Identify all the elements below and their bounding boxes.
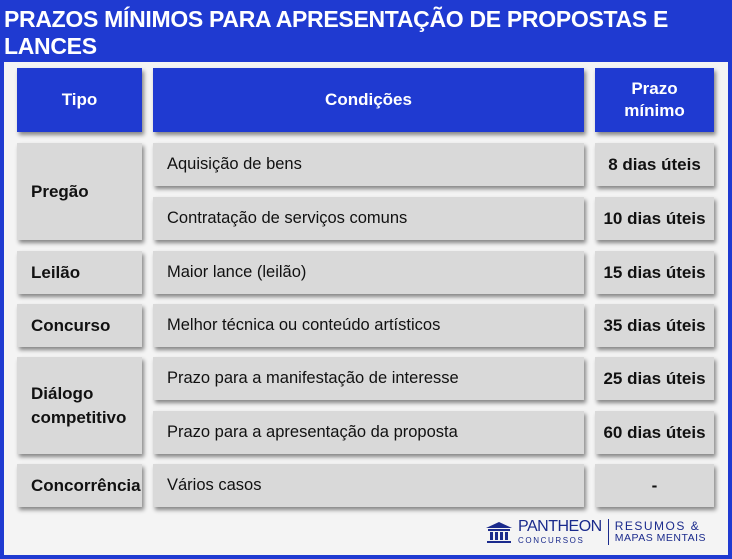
page-title: PRAZOS MÍNIMOS PARA APRESENTAÇÃO DE PROP… [4, 4, 728, 62]
tipo-dialogo-competitivo: Diálogo competitivo [17, 357, 142, 454]
condicao-manifestacao-interesse: Prazo para a manifestação de interesse [153, 357, 584, 400]
prazo-maior-lance: 15 dias úteis [595, 251, 714, 294]
tipo-concorrencia: Concorrência [17, 464, 142, 507]
condicao-melhor-tecnica: Melhor técnica ou conteúdo artísticos [153, 304, 584, 347]
header-tipo: Tipo [17, 68, 142, 132]
prazo-aquisicao-bens: 8 dias úteis [595, 143, 714, 186]
tipo-leilao: Leilão [17, 251, 142, 294]
prazo-melhor-tecnica: 35 dias úteis [595, 304, 714, 347]
logo-divider [607, 519, 609, 545]
header-prazo-minimo: Prazo mínimo [595, 68, 714, 132]
condicao-varios-casos: Vários casos [153, 464, 584, 507]
tipo-dialogo-line2: competitivo [31, 407, 127, 427]
pantheon-logo: PANTHEON CONCURSOS RESUMOS & MAPAS MENTA… [484, 516, 716, 548]
condicao-apresentacao-proposta: Prazo para a apresentação da proposta [153, 411, 584, 454]
logo-brand-name: PANTHEON [518, 518, 602, 535]
tipo-concurso: Concurso [17, 304, 142, 347]
header-prazo-line1: Prazo [631, 79, 678, 98]
header-prazo-line2: mínimo [624, 101, 685, 120]
condicao-aquisicao-bens: Aquisição de bens [153, 143, 584, 186]
logo-tag-line2: MAPAS MENTAIS [614, 531, 707, 544]
tipo-pregao: Pregão [17, 143, 142, 240]
logo-tag-line1: RESUMOS & [614, 519, 701, 534]
header-condicoes: Condições [153, 68, 584, 132]
logo-brand: PANTHEON CONCURSOS [518, 519, 602, 545]
prazo-servicos-comuns: 10 dias úteis [595, 197, 714, 240]
prazo-apresentacao-proposta: 60 dias úteis [595, 411, 714, 454]
logo-brand-sub: CONCURSOS [518, 536, 585, 545]
logo-tagline: RESUMOS & MAPAS MENTAIS [615, 520, 706, 544]
prazo-manifestacao-interesse: 25 dias úteis [595, 357, 714, 400]
condicao-servicos-comuns: Contratação de serviços comuns [153, 197, 584, 240]
prazo-varios-casos: - [595, 464, 714, 507]
condicao-maior-lance: Maior lance (leilão) [153, 251, 584, 294]
temple-icon [486, 522, 512, 543]
tipo-dialogo-line1: Diálogo [31, 383, 94, 403]
